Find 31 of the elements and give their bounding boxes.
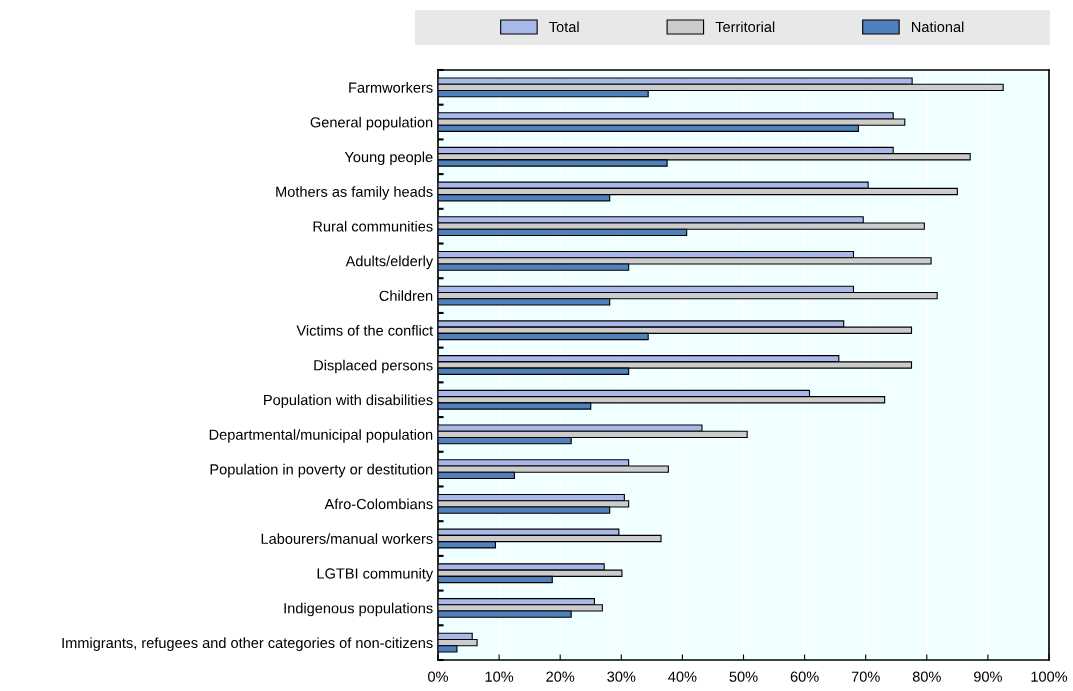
y-tick-label: Departmental/municipal population [209, 429, 433, 443]
y-tick-label: Victims of the conflict [296, 325, 434, 336]
y-tick-label: Population with disabilities [264, 394, 433, 409]
legend-label: Total [549, 21, 579, 33]
x-tick-label: 60% [790, 671, 819, 682]
x-tick-label: 40% [668, 671, 697, 682]
x-tick-label: 20% [546, 671, 575, 682]
x-tick-label: 30% [607, 671, 636, 682]
y-tick-label: Adults/elderly [345, 255, 434, 270]
y-tick-label: Mothers as family heads [276, 186, 433, 200]
y-tick-label: LGTBI community [317, 567, 434, 582]
y-tick-label: Farmworkers [349, 82, 433, 93]
x-tick-label: 50% [729, 671, 758, 682]
y-tick-label: Labourers/manual workers [261, 533, 433, 544]
x-tick-label: 0% [428, 671, 449, 682]
legend-label: Territorial [715, 21, 775, 33]
x-tick-label: 90% [973, 671, 1002, 682]
y-tick-label: Immigrants, refugees and other categories of non-citizens [62, 637, 433, 651]
x-tick-label: 80% [912, 671, 941, 682]
x-tick-label: 100% [1031, 671, 1068, 682]
y-tick-label: Afro-Colombians [324, 498, 433, 510]
legend-label: National [912, 21, 964, 33]
y-tick-label: General population [310, 116, 433, 131]
y-tick-label: Population in poverty or destitution [210, 463, 433, 478]
y-tick-label: Displaced persons [314, 359, 433, 374]
x-tick-label: 10% [485, 671, 514, 682]
x-tick-label: 70% [851, 671, 880, 682]
y-tick-label: Children [379, 290, 433, 302]
y-tick-label: Rural communities [313, 220, 433, 232]
y-tick-label: Indigenous populations [284, 602, 433, 617]
y-tick-label: Young people [344, 151, 433, 166]
